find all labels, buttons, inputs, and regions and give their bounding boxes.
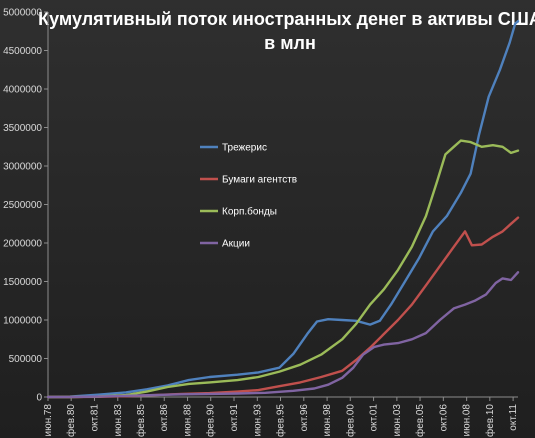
x-tick-label: июн.83 <box>113 404 124 437</box>
x-tick-label: фев.95 <box>274 404 286 437</box>
x-tick-label: окт.86 <box>159 404 170 432</box>
series-lines <box>46 20 520 399</box>
x-tick-label: окт.91 <box>229 404 240 432</box>
x-tick-label: июн.03 <box>392 404 403 437</box>
y-tick-label: 500000 <box>9 354 43 365</box>
series-line-1 <box>46 20 520 399</box>
x-tick-label: июн.98 <box>322 404 333 437</box>
x-tick-label: фев.80 <box>65 404 77 437</box>
x-tick-label: окт.06 <box>438 404 449 432</box>
x-tick-label: фев.10 <box>484 404 496 437</box>
x-tick-label: окт.81 <box>89 404 100 432</box>
y-tick-label: 3500000 <box>3 123 42 134</box>
chart-title-line-1: Кумулятивный поток иностранных денег в а… <box>38 9 535 29</box>
x-tick-label: фев.85 <box>135 404 147 437</box>
series-line-4 <box>46 271 520 399</box>
chart-title-line-2: в млн <box>264 33 316 53</box>
x-tick-label: окт.96 <box>299 404 310 432</box>
x-tick-label: июн.93 <box>252 404 263 437</box>
legend-label: Корп.бонды <box>222 206 277 218</box>
x-tick-label: июн.78 <box>43 404 54 437</box>
legend: Трежерис Бумаги агентств Корп.бонды Акции <box>200 143 297 250</box>
y-tick-label: 0 <box>36 393 42 404</box>
y-tick-label: 2000000 <box>3 239 42 250</box>
x-tick-label: фев.05 <box>414 404 426 437</box>
y-tick-label: 1000000 <box>3 316 42 327</box>
chart-axes <box>47 12 518 398</box>
x-tick-label: фев.00 <box>344 404 356 437</box>
y-axis-ticks: 0 500000 1000000 1500000 2000000 2500000 30000… <box>3 8 48 404</box>
legend-label: Бумаги агентств <box>222 175 297 186</box>
y-tick-label: 3000000 <box>3 162 42 173</box>
y-tick-label: 4000000 <box>3 85 42 96</box>
x-tick-label: июн.88 <box>183 404 194 437</box>
y-tick-label: 5000000 <box>3 8 42 19</box>
x-tick-label: окт.01 <box>369 404 380 432</box>
y-tick-label: 1500000 <box>3 277 42 288</box>
legend-label: Акции <box>222 239 250 250</box>
x-tick-label: фев.90 <box>205 404 217 437</box>
x-tick-label: июн.08 <box>462 404 473 437</box>
y-tick-label: 4500000 <box>3 46 42 57</box>
series-line-3 <box>46 139 520 399</box>
x-tick-label: окт.11 <box>508 404 519 431</box>
y-tick-label: 2500000 <box>3 200 42 211</box>
x-axis-ticks: июн.78 фев.80 окт.81 июн.83 фев.85 окт.86 июн.… <box>43 397 519 437</box>
legend-label: Трежерис <box>222 143 267 154</box>
